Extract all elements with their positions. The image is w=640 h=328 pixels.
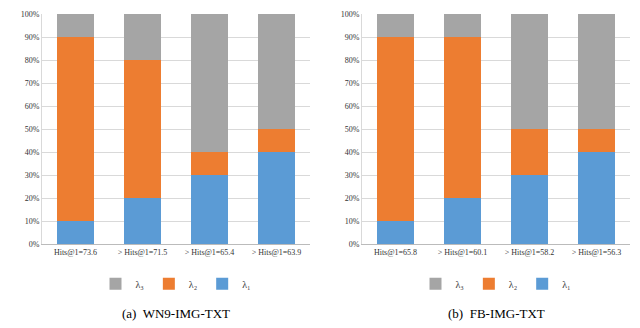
svg-text:Hits@1=65.8: Hits@1=65.8 xyxy=(374,248,417,257)
svg-text:0%: 0% xyxy=(29,240,40,249)
svg-text:60%: 60% xyxy=(345,102,360,111)
svg-text:90%: 90% xyxy=(345,33,360,42)
svg-text:(a) WN9-IMG-TXT: (a) WN9-IMG-TXT xyxy=(122,306,230,321)
svg-text:λ₃: λ₃ xyxy=(136,279,144,290)
svg-text:100%: 100% xyxy=(21,10,40,19)
svg-text:80%: 80% xyxy=(25,56,40,65)
svg-text:50%: 50% xyxy=(25,125,40,134)
svg-text:20%: 20% xyxy=(25,194,40,203)
svg-text:0%: 0% xyxy=(349,240,360,249)
svg-text:60%: 60% xyxy=(25,102,40,111)
svg-text:50%: 50% xyxy=(345,125,360,134)
svg-text:70%: 70% xyxy=(25,79,40,88)
svg-text:λ₁: λ₁ xyxy=(562,279,570,290)
svg-text:70%: 70% xyxy=(345,79,360,88)
svg-text:Hits@1=73.6: Hits@1=73.6 xyxy=(54,248,97,257)
svg-text:> Hits@1=71.5: > Hits@1=71.5 xyxy=(118,248,168,257)
svg-text:10%: 10% xyxy=(25,217,40,226)
svg-text:> Hits@1=65.4: > Hits@1=65.4 xyxy=(185,248,235,257)
svg-text:80%: 80% xyxy=(345,56,360,65)
svg-text:λ₂: λ₂ xyxy=(189,279,197,290)
svg-text:> Hits@1=60.1: > Hits@1=60.1 xyxy=(438,248,488,257)
svg-text:30%: 30% xyxy=(25,171,40,180)
svg-text:90%: 90% xyxy=(25,33,40,42)
svg-text:30%: 30% xyxy=(345,171,360,180)
svg-text:40%: 40% xyxy=(345,148,360,157)
svg-text:40%: 40% xyxy=(25,148,40,157)
svg-text:> Hits@1=63.9: > Hits@1=63.9 xyxy=(252,248,302,257)
svg-text:20%: 20% xyxy=(345,194,360,203)
svg-text:λ₁: λ₁ xyxy=(242,279,250,290)
svg-text:> Hits@1=58.2: > Hits@1=58.2 xyxy=(505,248,555,257)
svg-text:λ₂: λ₂ xyxy=(509,279,517,290)
svg-text:100%: 100% xyxy=(341,10,360,19)
svg-text:10%: 10% xyxy=(345,217,360,226)
svg-text:> Hits@1=56.3: > Hits@1=56.3 xyxy=(572,248,622,257)
svg-text:(b) FB-IMG-TXT: (b) FB-IMG-TXT xyxy=(448,306,545,321)
svg-text:λ₃: λ₃ xyxy=(456,279,464,290)
